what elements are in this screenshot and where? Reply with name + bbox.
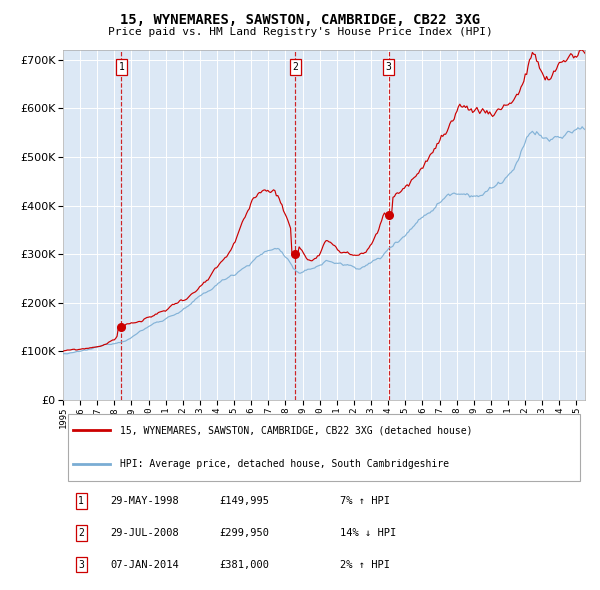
FancyBboxPatch shape — [68, 414, 580, 481]
Text: £299,950: £299,950 — [220, 528, 269, 538]
Text: 1: 1 — [79, 496, 84, 506]
Text: 2: 2 — [292, 62, 298, 72]
Text: 3: 3 — [386, 62, 391, 72]
Text: 29-JUL-2008: 29-JUL-2008 — [110, 528, 179, 538]
Text: 14% ↓ HPI: 14% ↓ HPI — [340, 528, 396, 538]
Text: 15, WYNEMARES, SAWSTON, CAMBRIDGE, CB22 3XG: 15, WYNEMARES, SAWSTON, CAMBRIDGE, CB22 … — [120, 13, 480, 27]
Text: 15, WYNEMARES, SAWSTON, CAMBRIDGE, CB22 3XG (detached house): 15, WYNEMARES, SAWSTON, CAMBRIDGE, CB22 … — [121, 425, 473, 435]
Text: 2: 2 — [79, 528, 84, 538]
Text: Price paid vs. HM Land Registry's House Price Index (HPI): Price paid vs. HM Land Registry's House … — [107, 27, 493, 37]
Text: £149,995: £149,995 — [220, 496, 269, 506]
Text: 7% ↑ HPI: 7% ↑ HPI — [340, 496, 389, 506]
Text: 3: 3 — [79, 560, 84, 570]
Text: HPI: Average price, detached house, South Cambridgeshire: HPI: Average price, detached house, Sout… — [121, 459, 449, 469]
Text: 29-MAY-1998: 29-MAY-1998 — [110, 496, 179, 506]
Text: £381,000: £381,000 — [220, 560, 269, 570]
Text: 1: 1 — [118, 62, 124, 72]
Text: 07-JAN-2014: 07-JAN-2014 — [110, 560, 179, 570]
Text: 2% ↑ HPI: 2% ↑ HPI — [340, 560, 389, 570]
